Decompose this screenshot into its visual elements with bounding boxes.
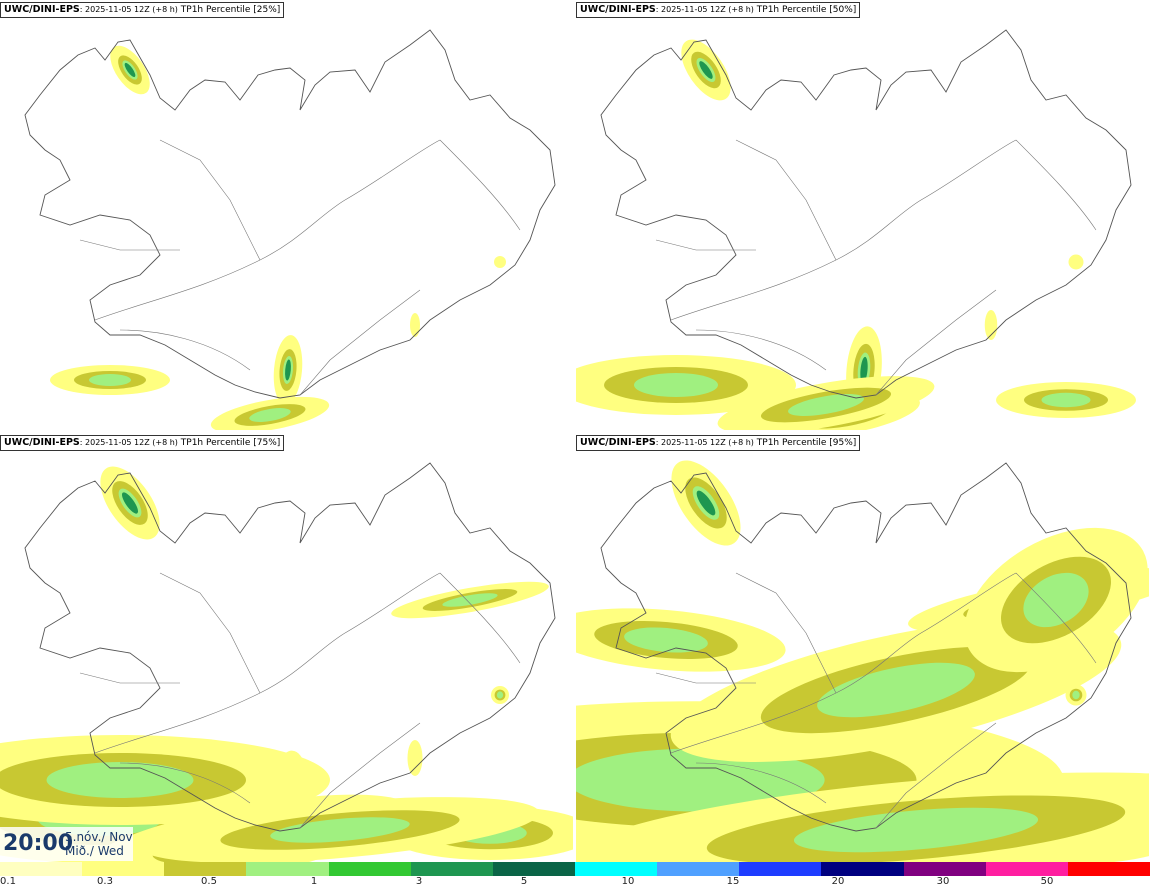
precip-area xyxy=(699,61,713,79)
precip-area xyxy=(285,359,291,381)
road-line xyxy=(670,572,1017,754)
colorbar-swatch xyxy=(985,862,1068,876)
road-line xyxy=(655,672,756,684)
road-line xyxy=(79,672,180,684)
colorbar-label: 3 xyxy=(415,876,423,887)
precip-area xyxy=(1023,572,1089,628)
colorbar-swatch xyxy=(492,862,575,876)
road-line xyxy=(735,139,837,261)
precip-area xyxy=(634,373,718,397)
precip-area xyxy=(576,748,825,812)
road-line xyxy=(79,239,180,251)
precip-area xyxy=(788,394,864,416)
road-line xyxy=(159,572,261,694)
panel-title: UWC/DINI-EPS: 2025-11-05 12Z (+8 h) TP1h… xyxy=(576,435,861,451)
precip-area xyxy=(624,627,708,653)
coastline xyxy=(600,29,1132,399)
map-panel-p25: UWC/DINI-EPS: 2025-11-05 12Z (+8 h) TP1h… xyxy=(0,0,573,430)
coastline xyxy=(24,29,556,399)
colorbar-label: 10 xyxy=(621,876,635,887)
precip-area xyxy=(410,313,420,337)
valid-time-box: 20:00 5.nóv./ Nov Mið./ Wed xyxy=(0,827,133,861)
road-line xyxy=(695,329,827,371)
road-line xyxy=(875,722,997,829)
precip-area xyxy=(1041,392,1091,408)
colorbar-swatch xyxy=(82,862,165,876)
road-line xyxy=(1015,139,1097,231)
map-panel-p75: UWC/DINI-EPS: 2025-11-05 12Z (+8 h) TP1h… xyxy=(0,433,573,863)
colorbar-swatch xyxy=(739,862,822,876)
road-line xyxy=(875,289,997,396)
precip-area xyxy=(442,593,498,607)
panel-title: UWC/DINI-EPS: 2025-11-05 12Z (+8 h) TP1h… xyxy=(0,435,285,451)
precip-area xyxy=(1068,254,1084,270)
colorbar-swatch xyxy=(246,862,329,876)
colorbar-swatch xyxy=(328,862,411,876)
colorbar-label: 5 xyxy=(520,876,528,887)
precip-area xyxy=(124,62,136,78)
precip-area xyxy=(696,490,716,516)
road-line xyxy=(735,572,837,694)
road-line xyxy=(299,722,421,829)
road-line xyxy=(1015,572,1097,664)
map-panel-p95: UWC/DINI-EPS: 2025-11-05 12Z (+8 h) TP1h… xyxy=(576,433,1149,863)
colorbar-label: 0.3 xyxy=(97,876,113,887)
colorbar-labels: 0.1 0.3 0.5 1 3 5 10 15 20 30 50 xyxy=(0,876,1150,890)
map-panel-p50: UWC/DINI-EPS: 2025-11-05 12Z (+8 h) TP1h… xyxy=(576,0,1149,430)
coastline xyxy=(600,462,1132,832)
colorbar-swatch xyxy=(410,862,493,876)
precip-area xyxy=(496,691,504,699)
road-line xyxy=(670,139,1017,321)
panel-title: UWC/DINI-EPS: 2025-11-05 12Z (+8 h) TP1h… xyxy=(576,2,861,18)
precip-area xyxy=(407,740,423,776)
colorbar-label: 15 xyxy=(726,876,740,887)
date-line-1: 5.nóv./ Nov xyxy=(65,830,133,844)
road-line xyxy=(655,239,756,251)
precip-area xyxy=(89,374,131,386)
colorbar-label: 0.1 xyxy=(0,876,16,887)
precipitation-map xyxy=(576,460,1149,863)
road-line xyxy=(439,139,521,231)
colorbar-label: 30 xyxy=(936,876,950,887)
colorbar-swatch xyxy=(821,862,904,876)
date-line-2: Mið./ Wed xyxy=(65,844,124,858)
road-line xyxy=(299,289,421,396)
road-line xyxy=(119,329,251,371)
colorbar-swatch xyxy=(0,862,83,876)
precipitation-map xyxy=(24,29,556,430)
road-line xyxy=(94,139,441,321)
colorbar-swatch xyxy=(657,862,740,876)
road-line xyxy=(159,139,261,261)
precip-area xyxy=(793,807,1039,853)
coastline xyxy=(24,462,556,832)
road-line xyxy=(695,762,827,804)
panel-title: UWC/DINI-EPS: 2025-11-05 12Z (+8 h) TP1h… xyxy=(0,2,285,18)
valid-date: 5.nóv./ Nov Mið./ Wed xyxy=(65,830,133,858)
valid-time: 20:00 xyxy=(3,831,74,856)
precip-area xyxy=(46,762,194,798)
colorbar-swatch xyxy=(903,862,986,876)
colorbar-label: 0.5 xyxy=(201,876,217,887)
colorbar-label: 1 xyxy=(310,876,318,887)
precip-area xyxy=(1072,690,1080,700)
road-line xyxy=(94,572,441,754)
road-line xyxy=(119,762,251,804)
precipitation-colorbar xyxy=(0,862,1150,876)
precip-area xyxy=(494,256,506,268)
precipitation-map xyxy=(0,462,573,863)
colorbar-label: 20 xyxy=(831,876,845,887)
precip-area xyxy=(121,492,139,514)
road-line xyxy=(439,572,521,664)
precip-area xyxy=(860,356,868,384)
colorbar-swatch xyxy=(164,862,247,876)
precip-area xyxy=(249,408,291,422)
precip-area xyxy=(817,662,975,718)
colorbar-label: 50 xyxy=(1040,876,1054,887)
colorbar-swatch xyxy=(1067,862,1150,876)
colorbar-swatch xyxy=(574,862,658,876)
precipitation-map xyxy=(576,29,1136,430)
